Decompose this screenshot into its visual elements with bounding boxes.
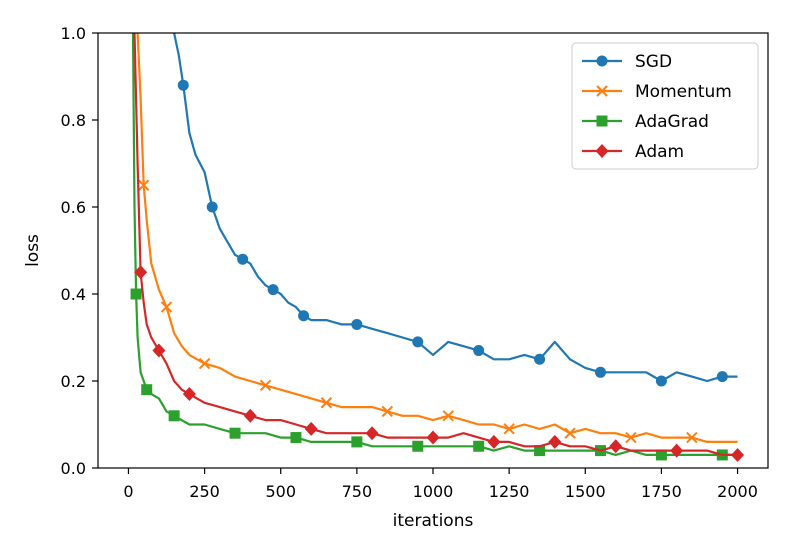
y-tick-label: 0.2	[61, 372, 86, 391]
point-sgd	[177, 79, 189, 91]
x-tick-label: 0	[123, 482, 133, 501]
legend-entry-sgd: SGD	[582, 52, 672, 72]
point-adagrad	[534, 445, 546, 457]
legend-entry-adam: Adam	[582, 142, 684, 162]
point-momentum	[160, 301, 173, 313]
point-sgd	[473, 345, 485, 357]
x-tick-label: 750	[342, 482, 373, 501]
point-sgd	[206, 201, 218, 213]
y-tick-label: 0.4	[61, 285, 86, 304]
y-tick-label: 0.0	[61, 459, 86, 478]
point-sgd	[412, 336, 424, 348]
point-adam	[365, 426, 379, 441]
point-adam	[134, 265, 148, 280]
point-momentum	[503, 423, 515, 435]
point-sgd	[655, 375, 667, 387]
point-momentum	[320, 397, 333, 409]
point-adam	[304, 421, 318, 436]
y-axis-label: loss	[23, 234, 43, 267]
point-adagrad	[290, 432, 302, 444]
y-tick-label: 0.8	[61, 111, 86, 130]
point-momentum	[625, 431, 637, 444]
point-adam	[731, 447, 745, 462]
series-line-sgd	[172, 33, 738, 383]
point-adagrad	[655, 449, 667, 461]
point-sgd	[351, 318, 363, 330]
legend-entry-momentum: Momentum	[582, 82, 732, 102]
point-adam	[426, 430, 440, 445]
point-adagrad	[412, 440, 424, 452]
point-momentum	[198, 357, 211, 370]
legend-label: Adam	[635, 142, 684, 162]
point-adagrad	[168, 410, 180, 422]
point-sgd	[595, 366, 606, 378]
point-sgd	[534, 353, 546, 365]
point-adagrad	[229, 427, 241, 439]
point-adam	[609, 439, 623, 454]
point-adagrad	[473, 440, 485, 452]
x-tick-label: 1500	[565, 482, 606, 501]
point-adam	[670, 443, 684, 458]
x-tick-label: 2000	[717, 482, 758, 501]
point-sgd	[267, 284, 279, 296]
legend-marker-adam	[595, 144, 609, 158]
legend-marker-adagrad	[596, 115, 608, 127]
x-tick-label: 1750	[641, 482, 682, 501]
legend-marker-momentum	[596, 85, 608, 97]
x-axis-label: iterations	[393, 511, 474, 531]
legend-box	[571, 42, 759, 170]
legend-label: SGD	[635, 52, 672, 72]
series-sgd	[172, 33, 738, 387]
point-adagrad	[141, 384, 153, 396]
point-adam	[487, 434, 501, 449]
legend: SGD Momentum AdaGrad Adam	[571, 42, 759, 170]
point-momentum	[259, 379, 272, 392]
series-layer	[130, 33, 745, 462]
series-momentum	[136, 33, 738, 444]
point-adam	[182, 387, 196, 402]
point-adagrad	[351, 436, 363, 448]
x-tick-label: 500	[265, 482, 296, 501]
point-sgd	[237, 253, 249, 265]
point-momentum	[686, 431, 698, 444]
point-adam	[548, 434, 562, 449]
point-momentum	[137, 179, 150, 191]
legend-label: AdaGrad	[635, 112, 709, 132]
point-sgd	[716, 371, 728, 383]
y-tick-label: 0.6	[61, 198, 86, 217]
point-momentum	[381, 405, 394, 418]
x-tick-label: 1250	[489, 482, 530, 501]
legend-label: Momentum	[635, 82, 732, 102]
point-adam	[152, 343, 166, 358]
axes: 0 250 500 750 1000 1250 1500 1750 2000 0.0 0.2 0.4 0…	[23, 24, 769, 531]
point-adam	[243, 408, 257, 423]
x-tick-label: 1000	[413, 482, 454, 501]
point-momentum	[442, 410, 454, 422]
series-adam	[133, 33, 745, 462]
point-adagrad	[130, 288, 142, 300]
legend-marker-sgd	[596, 55, 608, 67]
legend-entry-adagrad: AdaGrad	[582, 112, 709, 132]
x-tick-label: 250	[189, 482, 220, 501]
y-tick-label: 1.0	[61, 24, 86, 43]
point-momentum	[564, 427, 576, 439]
point-sgd	[298, 310, 310, 322]
